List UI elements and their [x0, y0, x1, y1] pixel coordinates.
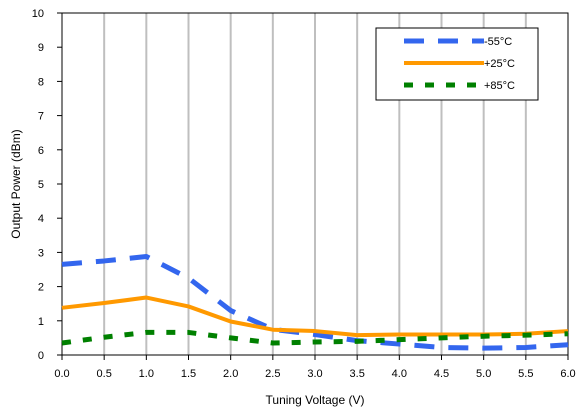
x-tick-label: 0.5	[97, 368, 112, 380]
x-tick-label: 1.0	[139, 368, 154, 380]
x-tick-label: 0.0	[54, 368, 69, 380]
legend-label-1: +25°C	[484, 58, 515, 70]
y-tick-label: 9	[38, 42, 44, 54]
x-tick-label: 2.0	[223, 368, 238, 380]
y-tick-label: 4	[38, 213, 44, 225]
x-tick-label: 5.0	[476, 368, 491, 380]
x-tick-label: 2.5	[265, 368, 280, 380]
y-tick-label: 3	[38, 247, 44, 259]
series-lines	[61, 254, 569, 351]
y-axis-title: Output Power (dBm)	[9, 129, 23, 238]
x-tick-label: 1.5	[181, 368, 196, 380]
series-line-0	[61, 254, 569, 351]
x-tick-label: 3.0	[307, 368, 322, 380]
series-line-2	[61, 329, 569, 346]
x-tick-label: 3.5	[350, 368, 365, 380]
y-tick-label: 6	[38, 145, 44, 157]
y-tick-label: 7	[38, 111, 44, 123]
x-axis-title: Tuning Voltage (V)	[266, 393, 365, 407]
x-tick-label: 4.0	[392, 368, 407, 380]
legend: -55°C +25°C +85°C	[375, 27, 539, 101]
x-tick-label: 4.5	[434, 368, 449, 380]
axis-ticks: 0 1 2 3 4 5 6 7 8 9 10 0.0 0.5 1.0 1.5 2.0 2.5 3.0 3.5 4.0 4…	[32, 8, 576, 380]
x-tick-label: 5.5	[518, 368, 533, 380]
y-tick-label: 0	[38, 350, 44, 362]
y-tick-label: 10	[32, 8, 44, 20]
y-tick-label: 1	[38, 316, 44, 328]
y-tick-label: 8	[38, 76, 44, 88]
x-tick-label: 6.0	[560, 368, 575, 380]
y-tick-label: 5	[38, 179, 44, 191]
legend-label-0: -55°C	[484, 36, 512, 48]
y-tick-label: 2	[38, 282, 44, 294]
legend-label-2: +85°C	[484, 80, 515, 92]
